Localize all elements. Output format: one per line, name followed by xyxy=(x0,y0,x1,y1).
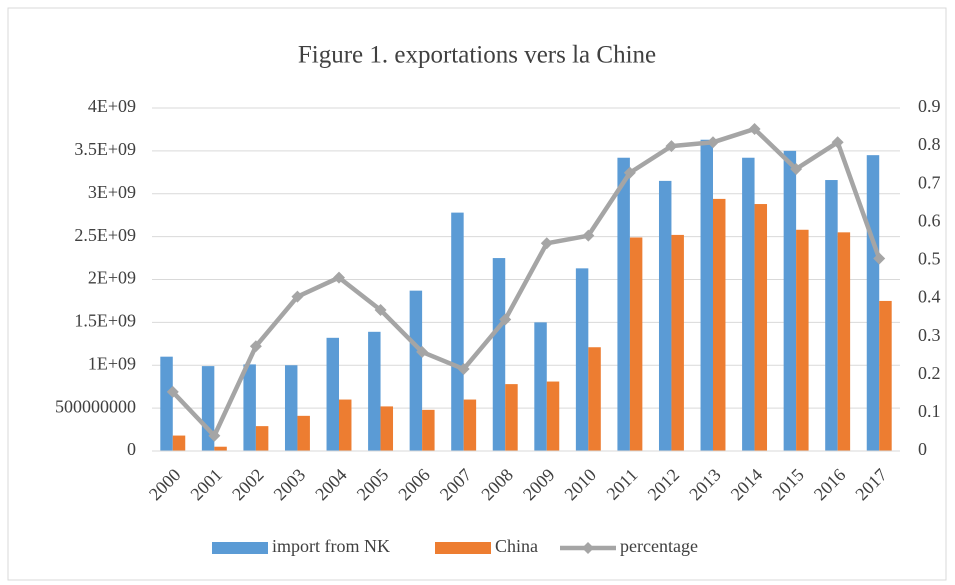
y2-tick-label: 0.8 xyxy=(918,134,941,154)
bar xyxy=(825,180,838,451)
bar xyxy=(380,406,394,451)
bar xyxy=(534,322,547,451)
bar xyxy=(451,212,464,451)
bar xyxy=(172,435,186,451)
chart-title: Figure 1. exportations vers la Chine xyxy=(298,42,656,69)
bar xyxy=(284,365,298,451)
y-tick-label: 0 xyxy=(127,439,136,459)
line-marker xyxy=(790,162,803,175)
bar xyxy=(713,198,726,451)
line-marker xyxy=(166,385,179,398)
bar xyxy=(588,347,601,451)
bar xyxy=(492,258,506,451)
bar xyxy=(783,150,797,451)
bar xyxy=(658,180,672,451)
bar xyxy=(879,300,892,451)
line-marker xyxy=(374,303,387,316)
legend-swatch xyxy=(435,542,491,554)
y2-tick-label: 0 xyxy=(918,439,927,459)
y2-tick-label: 0.1 xyxy=(918,401,941,421)
y-tick-label: 500000000 xyxy=(55,396,136,416)
line-marker xyxy=(831,136,844,149)
legend-label: percentage xyxy=(620,536,698,556)
bar xyxy=(546,381,560,451)
bar xyxy=(339,399,352,451)
bar xyxy=(796,229,809,451)
line-marker xyxy=(208,429,221,442)
y-tick-label: 3.5E+09 xyxy=(74,139,136,159)
bar xyxy=(326,337,339,451)
bar xyxy=(629,237,643,451)
line-marker xyxy=(499,313,512,326)
bar xyxy=(214,446,227,451)
bar xyxy=(463,399,477,451)
bar xyxy=(575,268,589,451)
y-tick-label: 4E+09 xyxy=(88,96,136,116)
line-marker xyxy=(457,363,470,376)
y-tick-label: 2.5E+09 xyxy=(74,225,136,245)
bar xyxy=(368,331,381,451)
y-tick-label: 1E+09 xyxy=(88,353,136,373)
legend-label: import from NK xyxy=(272,536,390,556)
y2-tick-label: 0.2 xyxy=(918,363,941,383)
y-tick-label: 2E+09 xyxy=(88,268,136,288)
line-marker xyxy=(665,140,678,153)
y2-tick-label: 0.9 xyxy=(918,96,941,116)
line-marker xyxy=(416,345,429,358)
legend-label: China xyxy=(495,536,538,556)
line-marker xyxy=(291,290,304,303)
line-marker xyxy=(333,271,345,284)
bar xyxy=(837,232,851,451)
bar xyxy=(671,234,684,451)
bar xyxy=(243,364,256,451)
line-marker xyxy=(623,166,636,179)
line-marker xyxy=(540,237,553,250)
bar xyxy=(422,409,435,451)
line-marker xyxy=(748,122,761,135)
legend-marker xyxy=(582,542,594,554)
line-marker xyxy=(582,229,595,242)
bar xyxy=(409,290,423,451)
bar xyxy=(297,415,310,451)
line xyxy=(171,126,882,439)
bar xyxy=(617,157,630,452)
bar xyxy=(700,139,713,452)
line-marker xyxy=(873,252,886,265)
bar xyxy=(742,157,755,452)
legend-swatch xyxy=(212,542,268,554)
y2-tick-label: 0.4 xyxy=(918,287,941,307)
bar xyxy=(754,204,768,451)
bar xyxy=(505,384,518,451)
bar xyxy=(866,155,880,451)
bar xyxy=(255,426,269,451)
y2-tick-label: 0.5 xyxy=(918,249,941,269)
y2-tick-label: 0.7 xyxy=(918,172,941,192)
y-tick-label: 1.5E+09 xyxy=(74,311,136,331)
y2-tick-label: 0.3 xyxy=(918,325,941,345)
y-tick-label: 3E+09 xyxy=(88,182,136,202)
line-marker xyxy=(707,136,719,149)
bar xyxy=(160,356,173,451)
line-marker xyxy=(249,340,262,353)
y2-tick-label: 0.6 xyxy=(918,210,941,230)
